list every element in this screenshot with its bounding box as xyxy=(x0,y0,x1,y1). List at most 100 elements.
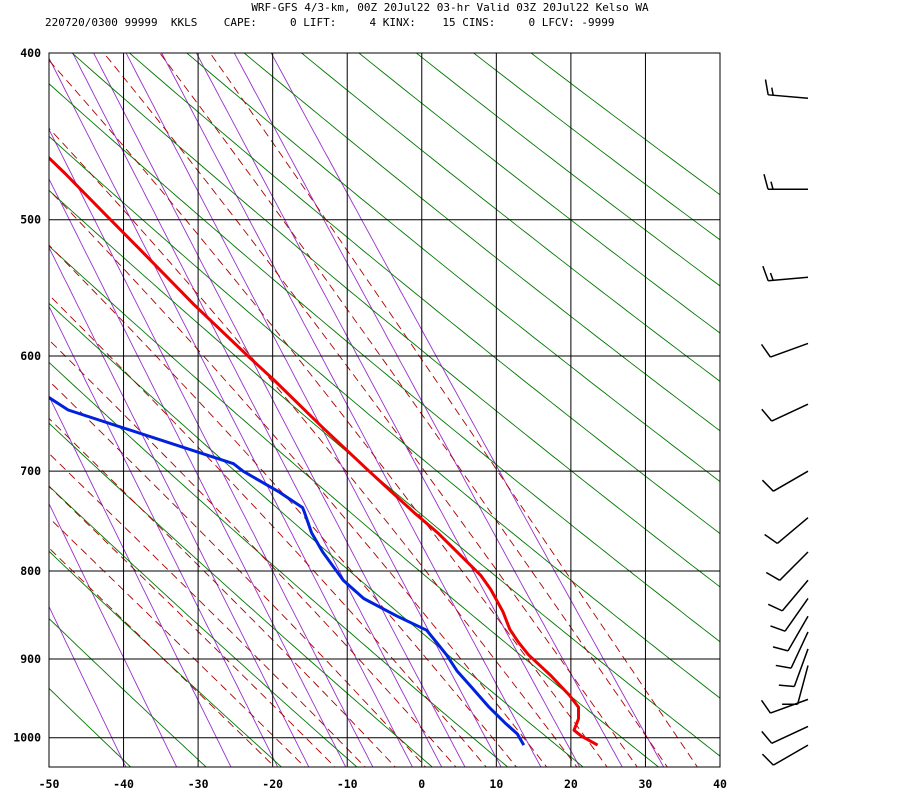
wind-barb-half-tick xyxy=(769,272,774,281)
wind-barb xyxy=(764,517,809,545)
wind-barb-tick xyxy=(760,699,772,714)
wind-barb xyxy=(765,551,809,581)
wind-barb-staff xyxy=(770,342,809,358)
moist-adiabat-line xyxy=(49,294,487,767)
dry-adiabat-line xyxy=(128,53,720,535)
dry-adiabat-line xyxy=(530,53,720,196)
wind-barb-staff xyxy=(771,725,809,744)
wind-barb-staff xyxy=(784,598,809,632)
pressure-axis: 400 500 600 700 800 900 1000 xyxy=(13,46,41,745)
wind-barb-tick xyxy=(767,603,783,612)
wind-barb-tick xyxy=(761,408,773,422)
profiles xyxy=(49,155,599,747)
dry-adiabat-line xyxy=(472,53,720,241)
moist-adiabat-line xyxy=(49,547,276,767)
wind-barb-tick xyxy=(775,664,792,669)
moist-adiabat-line xyxy=(49,485,336,767)
dry-adiabat-line xyxy=(49,361,509,767)
wind-barb xyxy=(760,698,809,714)
temperature-tick-label: -50 xyxy=(39,777,60,791)
moist-adiabat-line xyxy=(159,53,668,767)
wind-barb-staff xyxy=(790,631,809,669)
moist-adiabat-line xyxy=(49,339,457,767)
pressure-tick-label: 800 xyxy=(20,564,41,578)
mixing-ratio-line xyxy=(195,53,581,767)
wind-barb-tick xyxy=(760,343,772,358)
mixing-ratio-line xyxy=(49,178,347,767)
temperature-tick-label: -20 xyxy=(262,777,283,791)
wind-barb xyxy=(761,744,809,766)
wind-barb xyxy=(778,648,809,688)
dry-adiabat-line xyxy=(49,189,720,757)
mixing-ratio-line xyxy=(93,53,466,767)
grid xyxy=(48,52,721,767)
wind-barbs xyxy=(760,79,809,766)
wind-barb xyxy=(761,470,809,492)
temperature-tick-label: 0 xyxy=(418,777,425,791)
dry-adiabat-line xyxy=(49,135,720,699)
pressure-tick-label: 1000 xyxy=(13,731,41,745)
wind-barb-tick xyxy=(770,625,786,632)
moist-adiabat-line xyxy=(49,59,608,767)
wind-barb-half-tick xyxy=(771,87,774,96)
dry-adiabat-line xyxy=(49,245,660,767)
pressure-tick-label: 700 xyxy=(20,464,41,478)
moist-adiabat-line xyxy=(209,53,698,767)
temperature-axis: -50 -40 -30 -20 -10 0 10 20 30 40 xyxy=(39,777,727,791)
pressure-tick-label: 500 xyxy=(20,213,41,227)
mixing-ratio-line xyxy=(49,246,310,767)
wind-barb-tick xyxy=(765,571,781,581)
mixing-ratio-line xyxy=(49,305,279,767)
dewpoint-profile xyxy=(49,395,526,746)
wind-barb xyxy=(760,342,809,358)
dry-adiabat-line xyxy=(49,687,132,767)
temperature-tick-label: 10 xyxy=(489,777,503,791)
wind-barb xyxy=(775,631,809,669)
dry-adiabat-line xyxy=(243,53,720,432)
wind-barb-tick xyxy=(761,753,774,766)
dry-adiabat-line xyxy=(415,53,720,287)
wind-barb-tick xyxy=(762,265,769,281)
wind-barb-staff xyxy=(772,744,809,766)
dry-adiabat-line xyxy=(71,53,720,588)
mixing-ratio-line xyxy=(270,53,665,767)
dry-adiabat-line xyxy=(49,550,283,767)
mixing-ratio-line xyxy=(49,605,127,767)
wind-barb-staff xyxy=(768,276,809,282)
mixing-ratio-line xyxy=(49,128,374,767)
mixing-ratio-line xyxy=(49,57,414,767)
mixing-ratio-line xyxy=(125,53,502,767)
dry-adiabat-line xyxy=(49,302,584,767)
temperature-tick-label: 30 xyxy=(639,777,653,791)
dry-adiabat-line xyxy=(358,53,720,334)
station-info-line: 220720/0300 99999 KKLS CAPE: 0 LIFT: 4 K… xyxy=(45,16,615,29)
background-lines xyxy=(49,53,720,767)
plot-frame xyxy=(48,52,721,768)
moist-adiabat-line xyxy=(49,189,548,767)
chart-title: WRF-GFS 4/3-km, 00Z 20Jul22 03-hr Valid … xyxy=(251,1,649,14)
wind-barb-staff xyxy=(776,517,809,545)
dry-adiabat-line xyxy=(49,617,207,767)
wind-barb-tick xyxy=(778,684,795,688)
wind-barb-staff xyxy=(787,615,809,652)
temperature-tick-label: -10 xyxy=(337,777,358,791)
dry-adiabat-line xyxy=(49,485,358,767)
wind-barb xyxy=(762,265,809,282)
wind-barb-staff xyxy=(770,698,809,714)
temperature-tick-label: 20 xyxy=(564,777,578,791)
temperature-tick-label: 40 xyxy=(713,777,727,791)
wind-barb-staff xyxy=(779,551,809,581)
moist-adiabat-line xyxy=(49,417,396,767)
wind-barb-staff xyxy=(781,579,809,612)
wind-barb-staff xyxy=(768,94,809,100)
wind-barb-tick xyxy=(764,533,778,545)
temperature-tick-label: -40 xyxy=(113,777,134,791)
mixing-ratio-line xyxy=(49,395,232,767)
wind-barb-tick xyxy=(761,730,773,744)
pressure-tick-label: 900 xyxy=(20,652,41,666)
wind-barb xyxy=(767,579,809,612)
dry-adiabat-line xyxy=(49,422,433,767)
wind-barb-staff xyxy=(771,403,809,422)
wind-barb xyxy=(772,615,809,652)
